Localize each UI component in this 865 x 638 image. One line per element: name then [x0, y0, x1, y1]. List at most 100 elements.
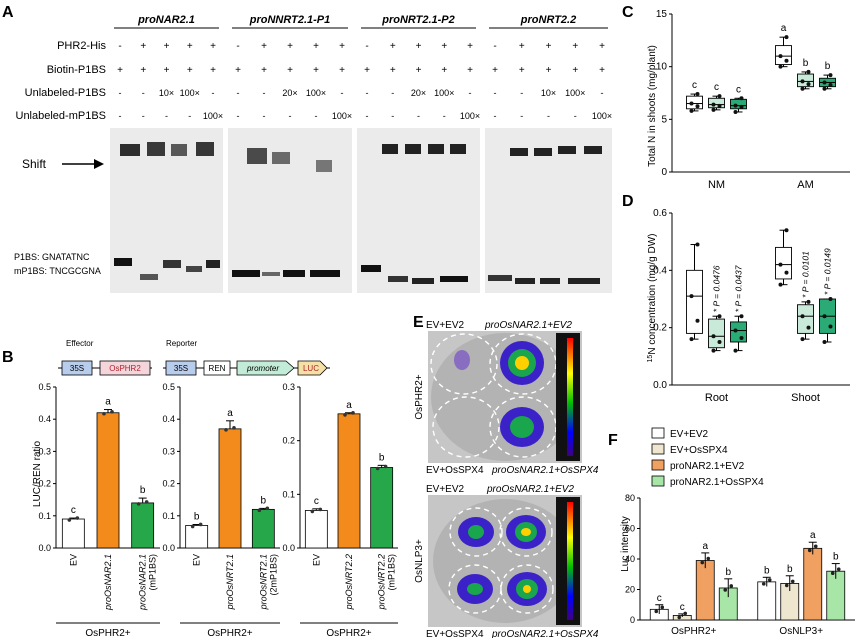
b-bar	[304, 510, 328, 549]
lane-unlabeled: 20×	[282, 88, 297, 98]
f-point	[706, 556, 711, 561]
panel-e-letter: E	[413, 314, 424, 331]
reporter-box-promoter: promoter	[246, 364, 279, 373]
box-point	[695, 242, 700, 247]
seq-mp1bs: mP1BS: TNCGCGNA	[14, 266, 101, 276]
b-tick-label: 0.5	[38, 382, 51, 392]
b-category-suffix: (2mP1BS)	[268, 554, 278, 596]
box-point	[822, 314, 827, 319]
b-sig-letter: a	[105, 397, 111, 408]
lane-unlabeled: -	[469, 88, 472, 98]
b-tick-label: 0.3	[162, 446, 175, 456]
b-tick-label: 0.3	[38, 446, 51, 456]
lane-mp1bs: -	[366, 111, 369, 121]
b-category-label: proOsNAR2.1	[103, 554, 113, 611]
b-tick-label: 0.3	[282, 382, 295, 392]
f-legend-label: proNAR2.1+OsSPX4	[670, 477, 764, 488]
f-sig-letter: b	[764, 565, 770, 576]
lane-unlabeled: -	[391, 88, 394, 98]
lane-unlabeled: 100×	[306, 88, 326, 98]
box-point	[806, 82, 811, 87]
box-point	[711, 102, 716, 107]
lane-phr2: +	[261, 41, 267, 52]
box-point	[733, 348, 738, 353]
b-category-label: proOsNRT2.1	[225, 554, 235, 610]
f-legend-swatch	[651, 475, 665, 487]
panel-b-letter: B	[2, 349, 14, 366]
f-category-label: OsPHR2+	[671, 626, 716, 637]
b-tick-label: 0.2	[162, 479, 175, 489]
box-point	[717, 340, 722, 344]
b-category-label: EV	[192, 554, 202, 566]
box-point	[739, 335, 744, 340]
lane-mp1bs: -	[237, 111, 240, 121]
box-point	[800, 86, 805, 91]
box-point	[784, 35, 789, 40]
lane-unlabeled: -	[520, 88, 523, 98]
b-bar	[218, 428, 242, 549]
panel-c: C Total N in shoots (mg/plant) 0 5 10 15 NM c…	[622, 4, 850, 191]
b-category-label: proOsNRT2.2(mP1BS)	[377, 554, 397, 610]
box-p-value: * P = 0.0101	[801, 251, 811, 298]
box-sig-letter: c	[714, 82, 719, 93]
box-point	[739, 314, 744, 319]
b-point	[310, 509, 315, 514]
box-point	[806, 325, 811, 330]
b-group-label: OsPHR2+	[85, 628, 130, 638]
lane-phr2: +	[390, 41, 396, 52]
box	[775, 45, 792, 66]
panel-f: F Luc intensity EV+EV2 EV+OsSPX4 proNAR2.1…	[608, 427, 855, 637]
box-point	[784, 270, 789, 275]
lane-biotin: +	[572, 65, 578, 76]
reporter-box-ren: REN	[209, 364, 226, 373]
b-point	[67, 518, 72, 522]
box-sig-letter: a	[781, 23, 787, 34]
box-p-value: * P = 0.0437	[734, 265, 744, 312]
b-tick-label: 0.2	[282, 436, 295, 446]
box-tick-label: 15	[656, 9, 668, 20]
f-point	[723, 588, 728, 592]
f-bar	[695, 560, 715, 621]
b-category-suffix: (mP1BS)	[387, 554, 397, 591]
lane-phr2: +	[287, 41, 293, 52]
b-sig-letter: b	[194, 511, 200, 522]
f-point	[790, 579, 795, 584]
panel-d: D 15N concentration (mg/g DW) 0.0 0.2 0.4 0…	[622, 193, 850, 404]
panel-a: A proNAR2.1 proNNRT2.1-P1 proNRT2.1-P2 proN…	[2, 4, 612, 293]
b-category-label: proOsNRT2.1(2mP1BS)	[258, 554, 278, 610]
lane-unlabeled: -	[263, 88, 266, 98]
e-side-label-2: OsNLP3+	[414, 539, 425, 583]
box-point	[739, 104, 744, 109]
box-point	[739, 96, 744, 101]
b-category-name: proOsNRT2.1	[225, 554, 235, 610]
lane-mp1bs: 100×	[203, 111, 223, 121]
b-point	[136, 502, 141, 506]
b-tick-label: 0.1	[162, 511, 175, 521]
promoter-header: proNRT2.1-P2	[381, 14, 455, 26]
box-point	[689, 337, 694, 342]
box-tick-label: 0.2	[653, 323, 667, 334]
box-sig-letter: b	[825, 61, 831, 72]
lane-mp1bs: -	[289, 111, 292, 121]
box-point	[784, 228, 789, 233]
reporter-label: Reporter	[166, 339, 197, 348]
f-tick-label: 80	[625, 493, 635, 503]
f-point	[683, 611, 688, 616]
f-legend-swatch	[651, 443, 665, 455]
b-category-label: proOsNAR2.1(mP1BS)	[138, 554, 158, 611]
lane-phr2: +	[164, 41, 170, 52]
box-p-value: * P = 0.0476	[712, 265, 722, 312]
lane-biotin: +	[117, 65, 123, 76]
box	[797, 73, 814, 88]
box-tick-label: 0.4	[653, 265, 667, 276]
reporter-box-luc: LUC	[303, 364, 319, 373]
lane-phr2: +	[210, 41, 216, 52]
f-bar	[803, 547, 823, 621]
gel-3	[357, 128, 480, 293]
f-tick-label: 40	[625, 554, 635, 564]
f-point	[830, 571, 835, 575]
box-point	[717, 94, 722, 99]
box-point	[778, 262, 783, 267]
lane-phr2: +	[441, 41, 447, 52]
